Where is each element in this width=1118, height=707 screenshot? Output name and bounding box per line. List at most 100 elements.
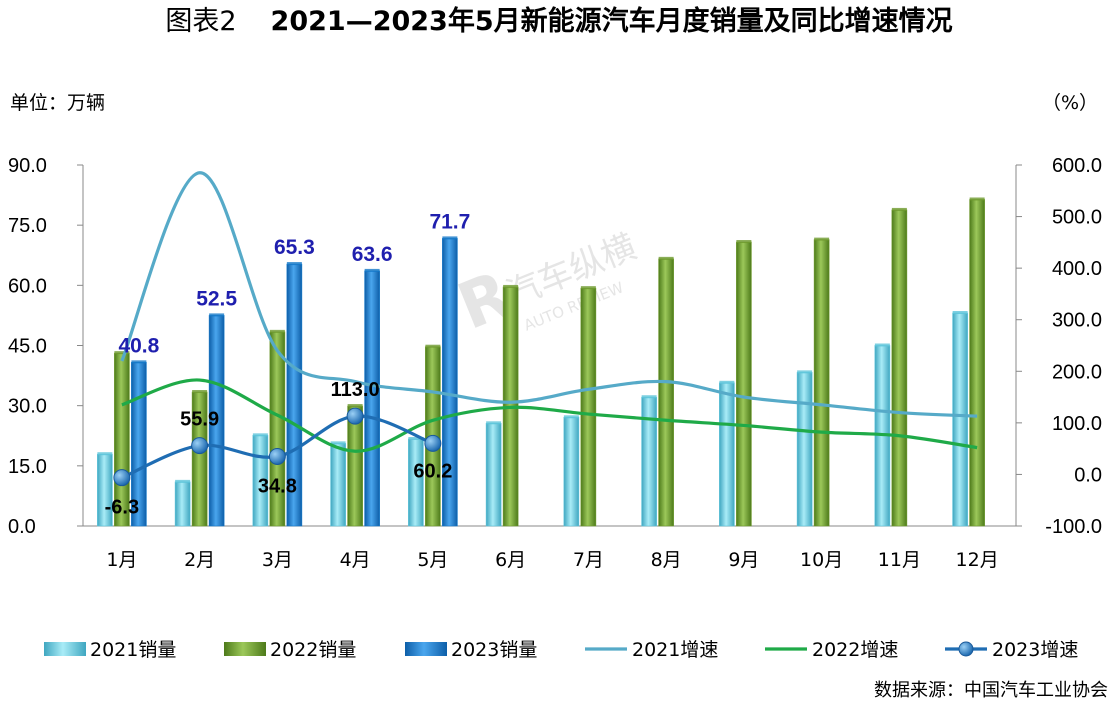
legend: 2021销量 2022销量 2023销量 2021增速 2022增速 2023增速 <box>44 639 1078 661</box>
bar-2021-cap <box>97 452 113 456</box>
bar-2021 <box>330 443 346 527</box>
bars <box>97 197 985 527</box>
bar-2021 <box>408 438 424 527</box>
point-2023-growth <box>424 434 442 452</box>
growth-2023-label: 113.0 <box>331 379 380 401</box>
chart-title: 图表2 2021—2023年5月新能源汽车月度销量及同比增速情况 <box>0 4 1118 40</box>
y-right-unit-label: （%） <box>1041 92 1098 114</box>
bar-2021-cap <box>719 380 735 384</box>
bar-2022-cap <box>269 329 285 333</box>
x-tick-label: 9月 <box>728 549 759 571</box>
legend-2021-sales-label: 2021销量 <box>90 639 176 661</box>
point-2023-growth <box>191 437 209 455</box>
x-tick-label: 10月 <box>800 549 843 571</box>
x-tick-label: 12月 <box>956 549 999 571</box>
bar-2022-cap <box>814 237 830 241</box>
y2-tick-label: 300.0 <box>1052 310 1102 332</box>
point-2023-growth <box>346 407 364 425</box>
bar-2022-cap <box>192 390 208 394</box>
line-2021-growth <box>120 171 978 418</box>
legend-2021-sales-swatch <box>44 642 86 656</box>
bar-2023-cap <box>209 313 225 317</box>
legend-2023-growth-label: 2023增速 <box>992 639 1078 661</box>
bar-2023-label: 63.6 <box>352 243 393 266</box>
legend-2023-growth-marker <box>958 641 974 657</box>
bar-2022-cap <box>347 404 363 408</box>
y-tick-label: 30.0 <box>8 396 47 418</box>
x-tick-label: 8月 <box>651 549 682 571</box>
bar-2021 <box>952 312 968 527</box>
bar-2023-label: 65.3 <box>274 236 315 259</box>
bar-2021-cap <box>641 395 657 399</box>
bar-2022-cap <box>580 286 596 290</box>
data-labels: 40.8 52.5 65.3 63.6 71.7 -6.3 55.9 34.8 113.0 60.… <box>105 210 471 518</box>
bar-2021-cap <box>952 311 968 315</box>
y-tick-label: 90.0 <box>8 155 47 177</box>
point-2023-growth <box>113 469 131 487</box>
bar-2021 <box>719 382 735 527</box>
y-tick-label: 15.0 <box>8 456 47 478</box>
bar-2022-cap <box>658 256 674 260</box>
bar-2021-cap <box>175 479 191 483</box>
bar-2023-cap <box>286 262 302 266</box>
x-tick-label: 6月 <box>495 549 526 571</box>
bar-2021-cap <box>797 370 813 374</box>
line-2022-growth <box>121 378 978 453</box>
bar-2022 <box>969 199 985 527</box>
bar-2022 <box>813 239 830 527</box>
bar-2023-cap <box>364 268 380 272</box>
x-tick-label: 2月 <box>184 549 215 571</box>
bar-2023 <box>442 238 458 527</box>
growth-lines <box>113 171 978 487</box>
bar-2023-label: 71.7 <box>429 210 470 233</box>
y-tick-label: 0.0 <box>8 516 36 538</box>
x-tick-label: 4月 <box>340 549 371 571</box>
bar-2021 <box>174 481 191 527</box>
y2-tick-label: 0.0 <box>1074 464 1102 486</box>
x-tick-label: 5月 <box>417 549 448 571</box>
bar-2021-cap <box>408 436 424 440</box>
bar-2023-cap <box>131 360 147 364</box>
x-tick-label: 7月 <box>573 549 604 571</box>
y2-tick-label: -100.0 <box>1045 516 1102 538</box>
bar-2022 <box>736 241 752 527</box>
y2-tick-label: 200.0 <box>1052 361 1102 383</box>
chart-title-prefix: 图表2 <box>165 6 237 37</box>
y2-tick-label: 100.0 <box>1052 413 1102 435</box>
bar-2023-cap <box>442 236 458 240</box>
bar-2021-cap <box>252 433 268 437</box>
legend-2023-sales-label: 2023销量 <box>451 639 537 661</box>
bar-2022 <box>891 209 908 527</box>
bar-2022-cap <box>503 284 519 288</box>
data-source: 数据来源：中国汽车工业协会 <box>874 680 1108 701</box>
watermark: R 汽车纵横 AUTO REVIEW <box>448 227 641 345</box>
growth-2023-label: 60.2 <box>413 460 452 482</box>
bar-2021 <box>563 416 580 527</box>
bar-2022 <box>658 258 674 527</box>
y-tick-label: 60.0 <box>8 275 47 297</box>
y2-tick-label: 600.0 <box>1052 155 1102 177</box>
y2-tick-label: 400.0 <box>1052 258 1102 280</box>
bar-2021 <box>485 423 502 527</box>
bar-2023-label: 52.5 <box>196 287 237 310</box>
legend-2022-sales-swatch <box>224 642 266 656</box>
bar-2022-cap <box>425 344 441 348</box>
bar-2021-cap <box>330 441 346 445</box>
bar-2022-cap <box>114 351 130 355</box>
legend-2022-sales-label: 2022销量 <box>270 639 356 661</box>
legend-2023-sales-swatch <box>405 642 447 656</box>
bar-2021-cap <box>563 415 579 419</box>
legend-2022-growth-label: 2022增速 <box>812 639 898 661</box>
x-tick-label: 1月 <box>106 549 137 571</box>
axes: 0.0 15.0 30.0 45.0 60.0 75.0 90.0 -100.0 0.0 100.… <box>8 155 1102 571</box>
bar-2021-cap <box>874 343 890 347</box>
bar-2022-cap <box>736 240 752 244</box>
y2-tick-label: 500.0 <box>1052 207 1102 229</box>
bar-2023-label: 40.8 <box>118 334 159 357</box>
bar-2022-cap <box>891 207 907 211</box>
bar-2021-cap <box>486 421 502 425</box>
y-tick-label: 45.0 <box>8 336 47 358</box>
y-tick-label: 75.0 <box>8 215 47 237</box>
bar-2022-cap <box>969 197 985 201</box>
